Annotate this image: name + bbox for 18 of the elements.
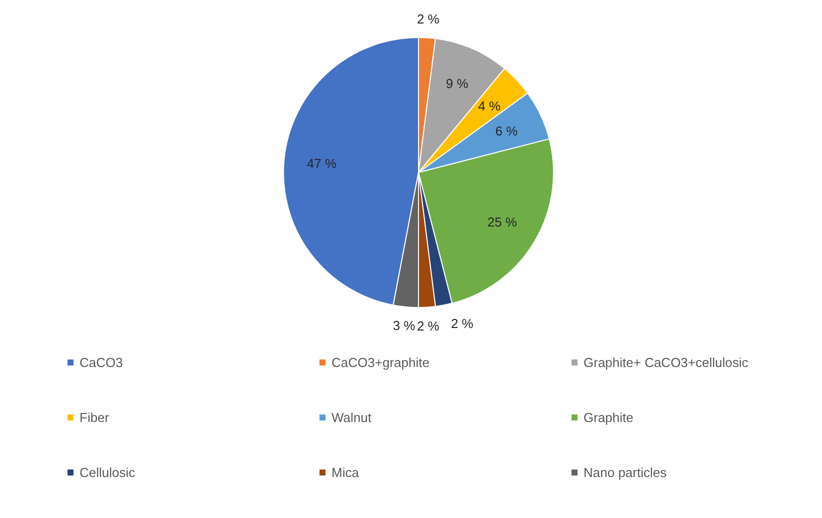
data-label: 4 % [478, 98, 501, 114]
legend-label: CaCO3+graphite [332, 355, 430, 370]
data-label: 3 % [392, 318, 416, 334]
data-label: 47 % [306, 156, 337, 171]
data-label: 2 % [450, 316, 474, 332]
legend-label: Nano particles [584, 465, 668, 480]
data-label: 25 % [487, 214, 518, 230]
data-label: 2 % [416, 11, 440, 26]
data-label: 6 % [495, 124, 518, 139]
data-label: 9 % [446, 76, 469, 91]
legend-label: CaCO3 [80, 355, 123, 370]
legend-label: Mica [332, 465, 360, 480]
legend-label: Cellulosic [80, 465, 136, 480]
data-label: 2 % [416, 318, 440, 334]
legend-label: Walnut [332, 410, 372, 425]
legend-label: Graphite+ CaCO3+cellulosic [584, 355, 749, 370]
legend-label: Graphite [584, 410, 634, 425]
legend-label: Fiber [80, 410, 110, 425]
